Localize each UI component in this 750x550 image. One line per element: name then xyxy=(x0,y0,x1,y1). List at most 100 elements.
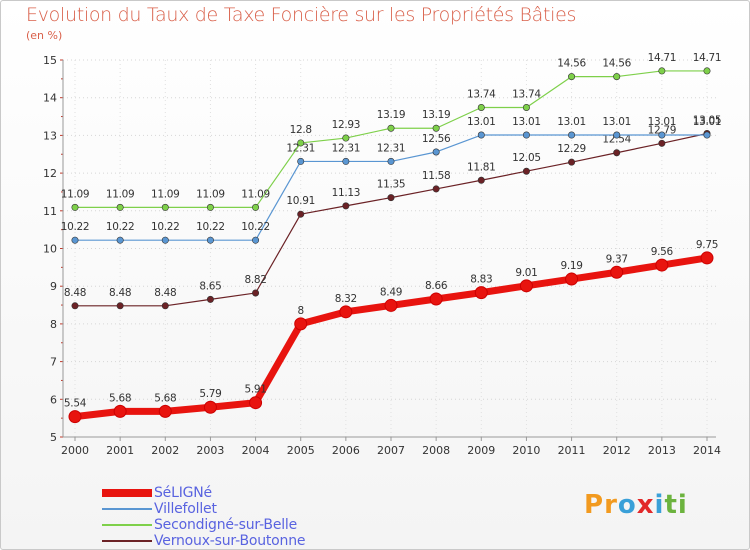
data-label: 9.56 xyxy=(651,246,674,258)
data-point xyxy=(161,203,169,211)
y-axis-unit: (en %) xyxy=(26,29,63,42)
data-label: 10.22 xyxy=(241,221,270,233)
data-label: 5.91 xyxy=(244,384,266,396)
data-label: 11.09 xyxy=(61,188,90,200)
data-point xyxy=(116,236,124,244)
data-point xyxy=(68,410,82,424)
data-label: 8.66 xyxy=(425,280,448,292)
data-point xyxy=(610,265,624,279)
y-tick-label: 11 xyxy=(43,205,57,218)
y-tick-label: 5 xyxy=(50,431,57,444)
data-point xyxy=(658,67,666,75)
data-label: 10.22 xyxy=(61,221,90,233)
data-point xyxy=(71,236,79,244)
legend-item-vernoux: Vernoux-sur-Boutonne xyxy=(102,533,306,549)
x-tick-label: 2005 xyxy=(287,444,315,457)
logo-letter: r xyxy=(604,490,618,520)
data-point xyxy=(568,73,576,81)
data-point xyxy=(203,400,217,414)
data-point xyxy=(700,251,714,265)
x-tick-label: 2000 xyxy=(61,444,89,457)
data-point xyxy=(568,158,576,166)
data-point xyxy=(116,203,124,211)
data-point xyxy=(432,185,440,193)
x-tick-label: 2007 xyxy=(377,444,405,457)
data-point xyxy=(477,104,485,112)
x-tick-label: 2006 xyxy=(332,444,360,457)
data-label: 11.81 xyxy=(467,161,496,173)
data-label: 9.01 xyxy=(515,267,537,279)
logo-letter: o xyxy=(617,490,637,520)
data-label: 14.71 xyxy=(648,52,677,64)
y-tick-label: 10 xyxy=(43,243,57,256)
data-label: 13.01 xyxy=(693,116,722,128)
data-point xyxy=(432,148,440,156)
data-point xyxy=(71,203,79,211)
legend-label: SéLIGNé xyxy=(154,485,212,501)
data-label: 14.71 xyxy=(693,52,722,64)
x-tick-label: 2010 xyxy=(512,444,540,457)
data-point xyxy=(249,396,263,410)
legend-label: Villefollet xyxy=(154,501,217,517)
data-label: 8.48 xyxy=(109,287,131,299)
data-label: 8.32 xyxy=(335,293,357,305)
data-point xyxy=(342,134,350,142)
data-label: 8.82 xyxy=(244,274,266,286)
data-label: 13.05 xyxy=(693,115,722,127)
data-label: 10.91 xyxy=(286,195,315,207)
proxiti-logo: Proxiti xyxy=(584,490,688,520)
data-point xyxy=(161,302,169,310)
data-point xyxy=(206,203,214,211)
data-label: 8.65 xyxy=(199,280,221,292)
data-point xyxy=(387,194,395,202)
data-point xyxy=(613,149,621,157)
data-label: 8.48 xyxy=(64,287,86,299)
data-point xyxy=(161,236,169,244)
x-tick-label: 2008 xyxy=(422,444,450,457)
logo-letter: P xyxy=(584,490,605,520)
data-point xyxy=(206,295,214,303)
legend-swatch xyxy=(102,540,152,542)
data-label: 13.19 xyxy=(422,109,451,121)
data-point xyxy=(519,279,533,293)
data-label: 11.09 xyxy=(241,188,270,200)
data-point xyxy=(339,305,353,319)
x-tick-label: 2002 xyxy=(151,444,179,457)
logo-letter: i xyxy=(677,490,688,520)
legend-swatch xyxy=(102,524,152,526)
data-label: 12.79 xyxy=(648,124,677,136)
data-point xyxy=(655,258,669,272)
data-point xyxy=(477,131,485,139)
data-point xyxy=(429,292,443,306)
data-point xyxy=(252,289,260,297)
data-label: 11.09 xyxy=(151,188,180,200)
data-label: 13.74 xyxy=(512,89,541,101)
data-label: 8.48 xyxy=(154,287,176,299)
data-label: 5.68 xyxy=(109,392,131,404)
data-label: 12.31 xyxy=(377,142,406,154)
data-point xyxy=(658,139,666,147)
data-point xyxy=(342,157,350,165)
data-point xyxy=(116,302,124,310)
data-label: 13.01 xyxy=(467,116,496,128)
y-tick-label: 9 xyxy=(50,280,57,293)
data-label: 14.56 xyxy=(557,58,586,70)
y-tick-label: 8 xyxy=(50,318,57,331)
x-tick-label: 2013 xyxy=(648,444,676,457)
data-point xyxy=(703,67,711,75)
data-point xyxy=(522,104,530,112)
data-point xyxy=(522,131,530,139)
data-point xyxy=(297,139,305,147)
data-label: 5.68 xyxy=(154,392,176,404)
legend: SéLIGNé Villefollet Secondigné-sur-Belle… xyxy=(102,485,306,549)
data-point xyxy=(113,404,127,418)
x-tick-label: 2004 xyxy=(242,444,270,457)
data-point xyxy=(252,236,260,244)
data-label: 11.09 xyxy=(196,188,225,200)
legend-swatch xyxy=(102,508,152,510)
data-label: 12.8 xyxy=(290,124,312,136)
logo-letter: i xyxy=(654,490,665,520)
x-tick-label: 2012 xyxy=(603,444,631,457)
data-label: 9.19 xyxy=(560,260,582,272)
data-label: 13.19 xyxy=(377,109,406,121)
